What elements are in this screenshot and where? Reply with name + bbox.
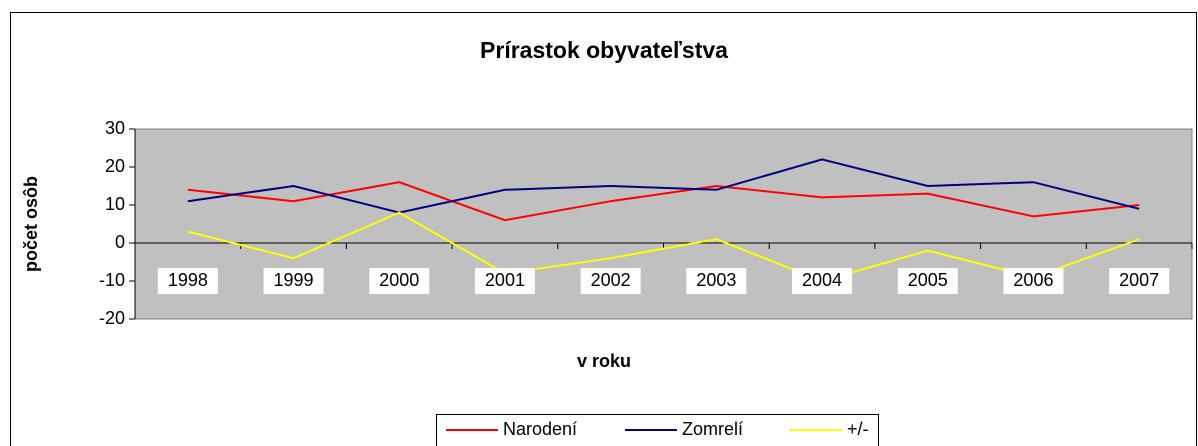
x-axis-label: v roku bbox=[577, 351, 631, 371]
x-tick-label: 1999 bbox=[274, 270, 314, 290]
x-tick-label: 2007 bbox=[1119, 270, 1159, 290]
legend-label: Narodení bbox=[503, 419, 577, 439]
y-tick-label: 10 bbox=[105, 194, 125, 214]
x-tick-label-bg bbox=[580, 268, 641, 294]
x-tick-label: 1998 bbox=[168, 270, 208, 290]
x-tick-label: 2005 bbox=[908, 270, 948, 290]
legend-label: +/- bbox=[847, 419, 869, 439]
y-tick-label: -10 bbox=[99, 270, 125, 290]
legend-label: Zomrelí bbox=[682, 419, 743, 439]
x-tick-label-bg bbox=[474, 268, 535, 294]
chart-title: Prírastok obyvateľstva bbox=[480, 37, 728, 63]
x-tick-label-bg bbox=[1109, 268, 1170, 294]
x-tick-label: 2003 bbox=[696, 270, 736, 290]
x-tick-label: 2004 bbox=[802, 270, 842, 290]
x-tick-label-bg bbox=[263, 268, 324, 294]
x-tick-label-bg bbox=[686, 268, 747, 294]
y-axis-label: počet osôb bbox=[21, 176, 41, 272]
x-tick-label-bg bbox=[792, 268, 853, 294]
x-tick-label-bg bbox=[1003, 268, 1064, 294]
y-tick-label: -20 bbox=[99, 308, 125, 328]
series-line bbox=[187, 211, 1140, 283]
y-tick-label: 30 bbox=[105, 118, 125, 138]
x-tick-label-bg bbox=[157, 268, 218, 294]
x-tick-label: 2001 bbox=[485, 270, 525, 290]
y-tick-label: 0 bbox=[115, 232, 125, 252]
x-tick-label: 2002 bbox=[591, 270, 631, 290]
y-tick-label: 20 bbox=[105, 156, 125, 176]
series-line bbox=[187, 181, 1140, 222]
x-tick-label: 2000 bbox=[379, 270, 419, 290]
series-line bbox=[187, 158, 1140, 214]
x-tick-label-bg bbox=[369, 268, 430, 294]
x-tick-label-bg bbox=[897, 268, 958, 294]
x-tick-label: 2006 bbox=[1013, 270, 1053, 290]
